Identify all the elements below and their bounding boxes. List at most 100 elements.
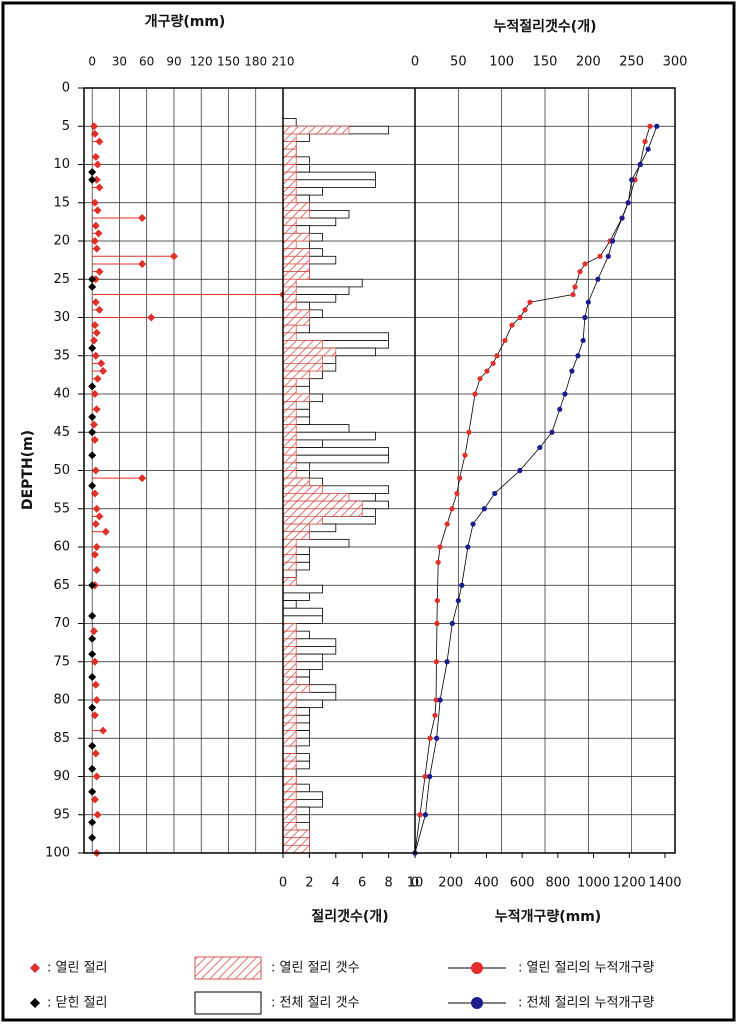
x-axis-title: 누적개구량(mm)	[495, 908, 601, 925]
bar	[282, 156, 297, 165]
point	[444, 521, 450, 527]
bar	[282, 171, 297, 181]
bar	[282, 669, 297, 678]
bar	[282, 133, 297, 142]
point	[437, 544, 443, 550]
y-tick-label: 90	[53, 769, 70, 784]
point	[642, 138, 648, 145]
bar	[282, 393, 310, 403]
bar	[282, 722, 297, 732]
point	[93, 374, 102, 383]
bar	[282, 661, 297, 670]
point	[434, 735, 440, 741]
legend-marker	[471, 997, 483, 1009]
x2-tick-label: 0	[411, 55, 419, 70]
bar	[282, 776, 297, 785]
legend-label: : 전체 절리 갯수	[271, 996, 360, 1011]
bar	[282, 118, 297, 127]
point	[427, 735, 433, 741]
bar	[282, 569, 297, 579]
y-tick-label: 80	[53, 693, 70, 708]
x-tick-label: 0	[88, 55, 96, 69]
x-tick-label: 800	[545, 876, 570, 891]
bar	[282, 783, 297, 793]
x-tick-label: 6	[358, 876, 366, 891]
point	[422, 812, 428, 818]
point	[92, 543, 101, 551]
bar	[282, 814, 297, 823]
bar	[282, 745, 297, 754]
x2-tick-label: 300	[663, 55, 688, 70]
bar	[282, 171, 376, 181]
bar	[282, 255, 310, 265]
point	[88, 581, 97, 590]
bar	[282, 164, 297, 173]
point	[93, 206, 102, 215]
bar	[282, 730, 297, 739]
bar	[282, 829, 310, 839]
point	[580, 337, 586, 344]
x-tick-label: 120	[190, 55, 213, 69]
bar	[282, 332, 389, 341]
legend-marker	[30, 998, 40, 1008]
point	[93, 160, 102, 169]
point	[466, 429, 472, 435]
point	[619, 215, 625, 221]
point	[88, 428, 97, 437]
bar	[282, 148, 297, 158]
point	[610, 238, 616, 244]
point	[138, 214, 147, 223]
point	[457, 475, 463, 481]
x-tick-label: 600	[510, 876, 535, 891]
point	[95, 183, 104, 192]
point	[91, 466, 100, 475]
x-tick-label: 60	[139, 55, 154, 69]
point	[434, 597, 440, 604]
bar	[282, 676, 297, 686]
point	[92, 405, 101, 414]
x-tick-label: 1000	[577, 876, 610, 891]
bar	[282, 225, 297, 234]
point	[88, 787, 97, 796]
legend-marker	[30, 963, 40, 973]
bar	[282, 737, 297, 747]
point	[95, 137, 104, 146]
bar	[282, 324, 297, 334]
y-axis-title: DEPTH(m)	[20, 430, 36, 510]
point	[490, 360, 496, 366]
x-tick-label: 0	[279, 876, 287, 891]
bar	[282, 684, 310, 693]
bar	[282, 699, 297, 709]
point	[90, 795, 99, 804]
x-tick-label: 0	[411, 876, 419, 891]
bar	[282, 584, 323, 594]
point	[575, 353, 581, 359]
point	[88, 634, 97, 643]
y-tick-label: 65	[53, 578, 70, 593]
bar	[282, 416, 297, 426]
point	[597, 253, 603, 259]
series-line	[414, 126, 658, 854]
point	[88, 382, 97, 391]
point	[88, 703, 97, 712]
point	[88, 481, 97, 490]
point	[88, 818, 97, 827]
legend-label: : 닫힌 절리	[47, 996, 108, 1011]
bar	[282, 278, 297, 288]
y-tick-label: 15	[53, 195, 70, 210]
y-tick-label: 20	[53, 234, 70, 249]
y-tick-label: 85	[53, 731, 70, 746]
bar	[282, 714, 297, 724]
bar	[282, 271, 310, 280]
bar	[282, 538, 297, 548]
point	[88, 764, 97, 773]
x-tick-label: 200	[438, 876, 463, 891]
x2-tick-label: 50	[450, 55, 467, 70]
point	[101, 527, 110, 536]
point	[595, 276, 601, 282]
bar	[282, 760, 297, 770]
point	[88, 412, 97, 421]
bar	[282, 454, 297, 464]
point	[92, 244, 101, 253]
